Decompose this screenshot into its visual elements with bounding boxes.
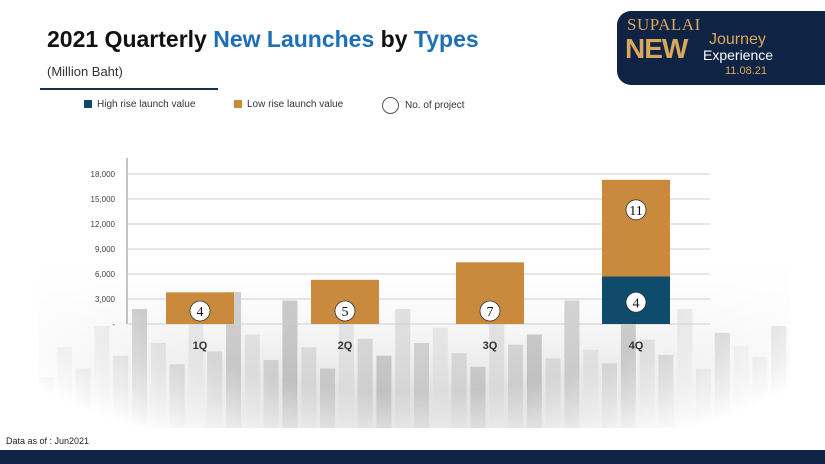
brand-journey: Journey: [709, 31, 766, 48]
legend-circle-icon: [382, 97, 399, 114]
unit-subtitle: (Million Baht): [47, 64, 123, 79]
project-count-bubble: [189, 300, 211, 322]
y-tick-label: 3,000: [95, 295, 116, 304]
project-count-label: 5: [342, 305, 349, 320]
brand-name: SUPALAI: [627, 15, 701, 34]
x-tick-label: 1Q: [193, 340, 208, 352]
x-tick-label: 4Q: [629, 340, 644, 352]
bar-low-rise: [602, 179, 670, 277]
y-tick-label: 18,000: [91, 170, 116, 179]
data-as-of-note: Data as of : Jun2021: [6, 436, 90, 446]
city-skyline-background: [30, 130, 800, 435]
y-tick-label: 15,000: [91, 195, 116, 204]
x-tick-label: 2Q: [338, 340, 353, 352]
bottom-bar: [0, 450, 825, 464]
project-count-bubble: [625, 291, 647, 313]
project-count-bubble: [334, 300, 356, 322]
skyline-vignette: [30, 130, 800, 435]
page-title: 2021 Quarterly New Launches by Types: [47, 26, 479, 53]
title-part3: by: [380, 26, 408, 52]
legend-label-high-rise: High rise launch value: [97, 99, 196, 110]
title-part4: Types: [413, 26, 479, 52]
legend-high-rise: High rise launch value: [84, 99, 195, 119]
legend-swatch-low-rise: [234, 100, 242, 109]
y-tick-label: 12,000: [91, 220, 116, 229]
brand-new: NEW: [625, 33, 688, 64]
project-count-bubble: [479, 300, 501, 322]
title-part2: New Launches: [213, 26, 375, 52]
title-underline: [40, 88, 218, 90]
project-count-label: 11: [629, 204, 642, 219]
project-count-label: 4: [197, 305, 204, 320]
brand-experience: Experience: [703, 47, 774, 63]
y-tick-label: 9,000: [95, 245, 116, 254]
legend-low-rise: Low rise launch value: [234, 99, 343, 119]
legend-swatch-high-rise: [84, 100, 92, 109]
legend-label-projects: No. of project: [405, 100, 465, 112]
y-tick-label: -: [112, 320, 115, 329]
title-part1: 2021 Quarterly: [47, 26, 207, 52]
project-count-bubble: [625, 199, 647, 221]
brand-date: 11.08.21: [725, 65, 768, 77]
project-count-label: 7: [487, 305, 494, 320]
project-count-label: 4: [633, 296, 640, 311]
chart-labels: - 3,000 6,000 9,000 12,000 15,000 18,000 4 1Q 5 2Q…: [91, 170, 647, 352]
x-tick-label: 3Q: [483, 340, 498, 352]
legend-projects: No. of project: [382, 97, 464, 117]
brand-logo: SUPALAI NEW Journey Experience 11.08.21: [617, 11, 825, 85]
legend-label-low-rise: Low rise launch value: [247, 99, 344, 110]
y-tick-label: 6,000: [95, 270, 116, 279]
